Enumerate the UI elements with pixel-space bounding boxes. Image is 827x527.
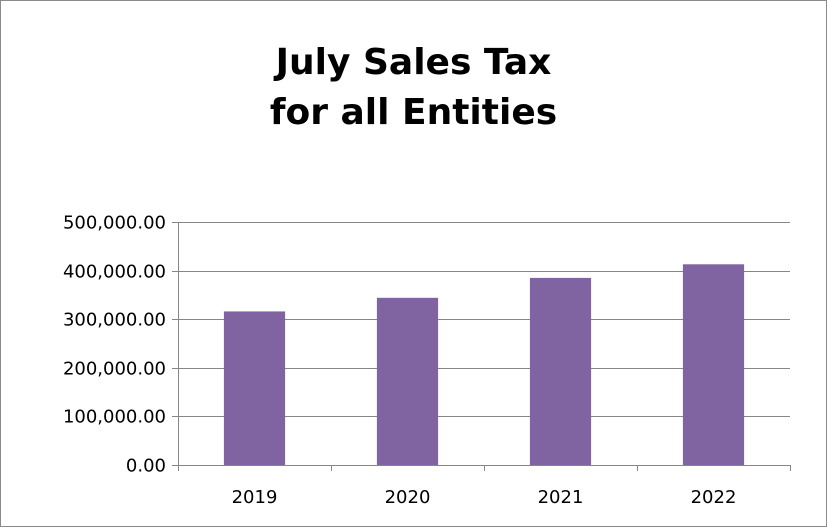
y-tick-label: 300,000.00 [63,310,166,331]
x-tick-label: 2019 [232,487,278,508]
bar-2022 [682,264,745,465]
bar-2021 [529,277,592,465]
chart-title-line-1: July Sales Tax [275,42,552,83]
bars [223,264,745,465]
x-tick-label: 2020 [385,487,431,508]
y-tick-label: 100,000.00 [63,407,166,428]
bar-2019 [223,311,286,465]
y-tick-label: 500,000.00 [63,213,166,234]
y-tick-label: 200,000.00 [63,359,166,380]
y-tick-label: 400,000.00 [63,262,166,283]
chart-title-line-2: for all Entities [269,92,558,133]
x-axis: 2019 2020 2021 2022 [178,465,791,508]
x-tick-label: 2021 [538,487,584,508]
y-axis: 0.00 100,000.00 200,000.00 300,000.00 400,00… [63,213,179,477]
bar-2020 [376,297,439,465]
y-tick-label: 0.00 [126,456,166,477]
x-tick-label: 2022 [691,487,737,508]
